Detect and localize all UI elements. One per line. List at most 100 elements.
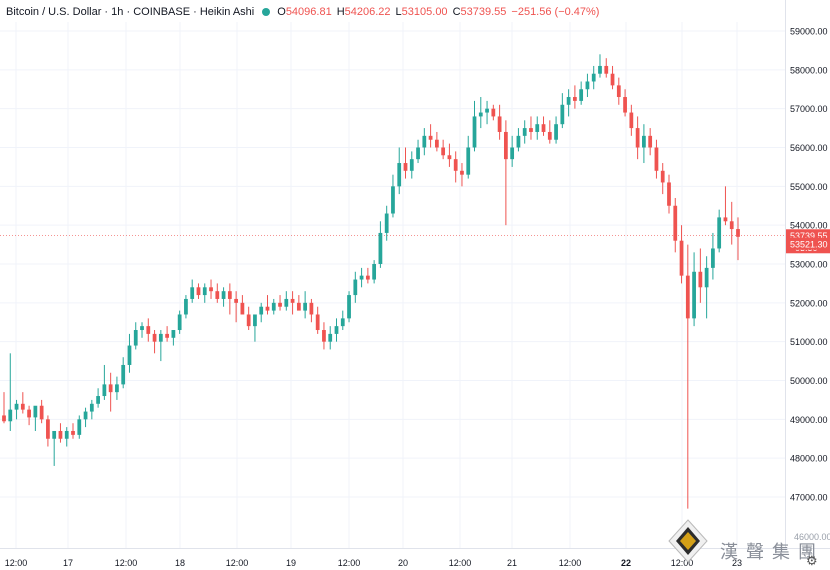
candle	[447, 143, 452, 167]
candle	[322, 322, 326, 350]
candle-body	[723, 217, 728, 222]
candle	[629, 104, 634, 136]
day-tick-label: 18	[175, 558, 185, 568]
close-number: 53739.55	[460, 6, 507, 18]
time-tick-label: 12:00	[559, 558, 582, 568]
candle	[428, 124, 433, 148]
candle-body	[717, 217, 722, 249]
candle-body	[566, 97, 571, 105]
secondary-price-label: 53521.30	[790, 239, 828, 249]
symbol-name[interactable]: Bitcoin / U.S. Dollar	[6, 6, 102, 18]
candle	[347, 291, 351, 323]
candle-body	[660, 170, 665, 183]
candle-body	[704, 267, 709, 288]
candle	[334, 318, 339, 342]
interval-label[interactable]: 1h	[111, 6, 124, 18]
candle-body	[165, 333, 169, 338]
candle-body	[623, 97, 627, 113]
candle	[560, 93, 565, 129]
candle	[648, 128, 653, 156]
chart-legend: Bitcoin / U.S. Dollar · 1h · COINBASE · …	[6, 4, 599, 20]
chart-style-label[interactable]: Heikin Ashi	[199, 6, 255, 18]
candle-body	[39, 405, 44, 420]
candle	[729, 201, 734, 245]
candle-body	[447, 155, 452, 160]
candle	[554, 116, 558, 144]
candle-body	[503, 131, 508, 160]
high-key: H	[336, 6, 345, 18]
candle-body	[416, 147, 420, 160]
candle-body	[190, 287, 195, 299]
price-tick-label: 54000.00	[790, 221, 828, 231]
price-tick-label: 57000.00	[790, 104, 828, 114]
candle	[71, 423, 75, 439]
candle-body	[573, 97, 577, 101]
candle	[616, 77, 621, 105]
candle-body	[89, 403, 94, 412]
close-value: C53739.55	[453, 6, 507, 18]
price-tick-label: 56000.00	[790, 143, 828, 153]
candle	[472, 100, 477, 152]
price-tick-label: 53000.00	[790, 260, 828, 270]
candle	[215, 283, 220, 303]
watermark-text: 漢聲集團	[720, 542, 824, 563]
candle-body	[253, 314, 257, 327]
candle-body	[541, 124, 546, 132]
candle	[679, 225, 684, 284]
price-tick-label: 58000.00	[790, 65, 828, 75]
candle	[96, 388, 100, 408]
high-number: 54206.22	[344, 6, 391, 18]
settings-icon[interactable]: ⚙	[806, 553, 818, 568]
price-axis[interactable]: 59000.00 58000.00 57000.00 56000.00 55000.00…	[785, 0, 830, 548]
candle	[654, 139, 659, 179]
candle-body	[554, 124, 558, 140]
candle	[466, 135, 471, 179]
candle-body	[347, 295, 351, 319]
watermark-logo	[668, 519, 708, 563]
candle	[309, 298, 314, 323]
candle-body	[328, 333, 333, 342]
price-tick-label: 55000.00	[790, 182, 828, 192]
candle-body	[115, 384, 119, 393]
legend-separator: ·	[101, 6, 112, 18]
exchange-label: COINBASE	[133, 6, 191, 18]
candle-body	[340, 318, 345, 327]
change-value: −251.56 (−0.47%)	[511, 6, 600, 18]
candle	[460, 163, 464, 187]
candle	[723, 186, 728, 226]
time-tick-label: 12:00	[338, 558, 361, 568]
price-tick-label: 51000.00	[790, 337, 828, 347]
candle-body	[629, 112, 634, 129]
legend-separator: ·	[190, 6, 200, 18]
candle	[265, 295, 270, 315]
candle-body	[428, 135, 433, 140]
candle-body	[315, 314, 320, 331]
candle-body	[485, 108, 489, 113]
candle-body	[334, 326, 339, 334]
candle-body	[259, 306, 264, 315]
candle	[667, 174, 671, 214]
close-key: C	[452, 6, 461, 18]
candle	[422, 128, 427, 156]
candle-body	[102, 384, 107, 397]
candle-body	[422, 135, 427, 148]
candle	[717, 209, 722, 253]
candle	[27, 405, 31, 426]
candle-body	[127, 345, 132, 365]
candle	[704, 256, 709, 319]
candle-body	[140, 326, 144, 331]
time-axis[interactable]: 12:00 17 12:00 18 12:00 19 12:00 20 12:00 21 12:00…	[0, 548, 830, 569]
candle-body	[522, 128, 527, 136]
candle-body	[535, 124, 540, 132]
candle-body	[290, 298, 295, 303]
candle	[58, 423, 63, 443]
candle-body	[441, 147, 446, 156]
legend-separator: ·	[123, 6, 134, 18]
candle-body	[642, 135, 646, 148]
day-tick-label: 23	[732, 558, 742, 568]
candle-body	[121, 364, 126, 385]
candle	[246, 306, 251, 331]
price-tick-label: 50000.00	[790, 376, 828, 386]
candle-body	[460, 170, 464, 175]
